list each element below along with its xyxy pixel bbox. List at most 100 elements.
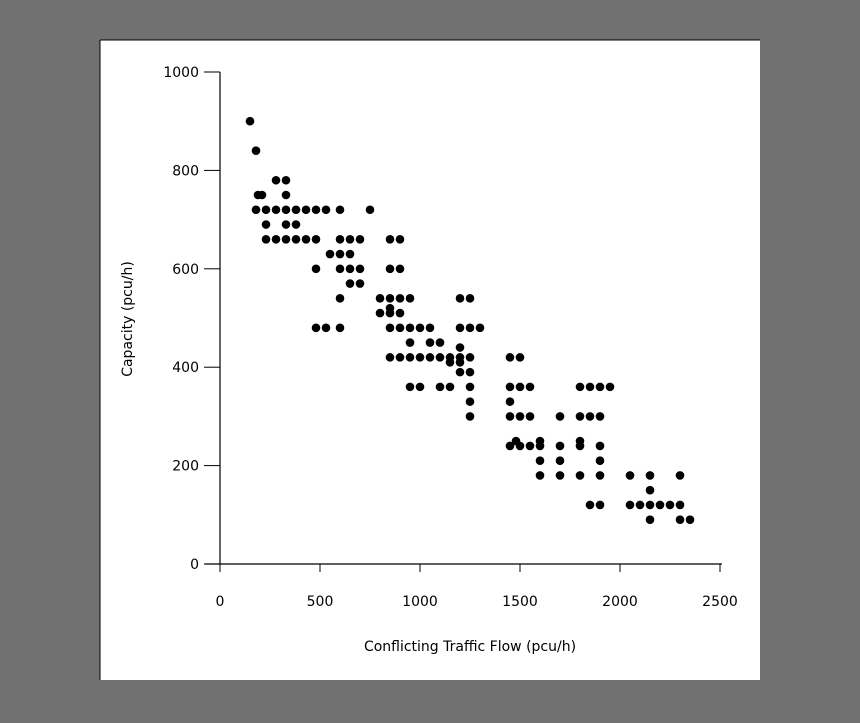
data-point	[321, 323, 331, 333]
data-point	[685, 515, 695, 525]
data-point	[301, 205, 311, 215]
data-point	[465, 294, 475, 303]
data-point	[435, 382, 445, 392]
data-point	[395, 264, 405, 274]
data-point	[505, 353, 515, 362]
data-point	[405, 338, 415, 347]
data-point	[505, 397, 515, 406]
data-point	[465, 397, 475, 406]
data-point	[465, 353, 475, 362]
y-tick-label: 600	[172, 262, 199, 278]
data-point	[281, 175, 291, 185]
data-point	[365, 205, 375, 215]
data-point	[465, 412, 475, 421]
data-point	[281, 220, 291, 229]
data-point	[665, 500, 675, 510]
x-tick-label: 1500	[502, 594, 538, 610]
data-point	[595, 412, 605, 421]
data-point	[525, 441, 535, 451]
data-point	[345, 264, 355, 274]
data-point	[425, 338, 435, 347]
data-point	[595, 382, 605, 392]
data-point	[405, 323, 415, 333]
data-point	[311, 323, 321, 333]
data-point	[435, 353, 445, 362]
ylabel-panel	[110, 248, 146, 390]
data-point	[245, 116, 255, 126]
data-point	[465, 367, 475, 377]
xlabel-panel	[340, 628, 600, 664]
data-point	[535, 471, 545, 480]
data-point	[271, 175, 281, 185]
y-tick-label: 0	[190, 557, 199, 573]
data-point	[385, 234, 395, 244]
data-point	[535, 456, 545, 465]
data-point	[335, 323, 345, 333]
data-point	[355, 279, 365, 288]
data-point	[311, 234, 321, 244]
data-point	[425, 353, 435, 362]
data-point	[385, 353, 395, 362]
data-point	[515, 353, 525, 362]
y-ticks: 0 200 400 600 800 1000	[163, 65, 220, 573]
data-point	[415, 382, 425, 392]
data-point	[555, 441, 565, 451]
data-point	[321, 205, 331, 215]
data-point	[385, 294, 395, 303]
data-point	[385, 323, 395, 333]
data-point	[251, 205, 261, 215]
data-point	[505, 382, 515, 392]
data-point	[281, 190, 291, 200]
data-point	[257, 190, 267, 200]
data-point	[625, 500, 635, 510]
data-point	[385, 303, 395, 313]
data-point	[675, 471, 685, 480]
data-point	[345, 279, 355, 288]
data-point	[465, 382, 475, 392]
data-point	[311, 264, 321, 274]
data-point	[281, 205, 291, 215]
data-point	[335, 264, 345, 274]
data-point	[415, 353, 425, 362]
data-point	[675, 500, 685, 510]
data-points	[245, 116, 695, 525]
data-point	[425, 323, 435, 333]
data-point	[261, 234, 271, 244]
data-point	[555, 412, 565, 421]
data-point	[455, 343, 465, 352]
data-point	[465, 323, 475, 333]
data-point	[405, 353, 415, 362]
data-point	[645, 500, 655, 510]
data-point	[595, 500, 605, 510]
data-point	[335, 234, 345, 244]
data-point	[291, 205, 301, 215]
data-point	[251, 146, 261, 156]
data-point	[261, 205, 271, 215]
data-point	[505, 412, 515, 421]
data-point	[445, 382, 455, 392]
y-tick-label: 800	[172, 163, 199, 179]
x-tick-label: 1000	[402, 594, 438, 610]
data-point	[645, 485, 655, 495]
data-point	[595, 441, 605, 451]
data-point	[585, 382, 595, 392]
data-point	[525, 412, 535, 421]
data-point	[645, 515, 655, 525]
y-axis-label: Capacity (pcu/h)	[120, 261, 136, 377]
data-point	[385, 264, 395, 274]
data-point	[405, 382, 415, 392]
data-point	[395, 323, 405, 333]
data-point	[395, 353, 405, 362]
data-point	[515, 382, 525, 392]
data-point	[455, 294, 465, 303]
data-point	[605, 382, 615, 392]
data-point	[291, 220, 301, 229]
data-point	[595, 456, 605, 465]
data-point	[345, 234, 355, 244]
data-point	[355, 264, 365, 274]
data-point	[555, 456, 565, 465]
data-point	[395, 234, 405, 244]
data-point	[271, 205, 281, 215]
data-point	[335, 294, 345, 303]
